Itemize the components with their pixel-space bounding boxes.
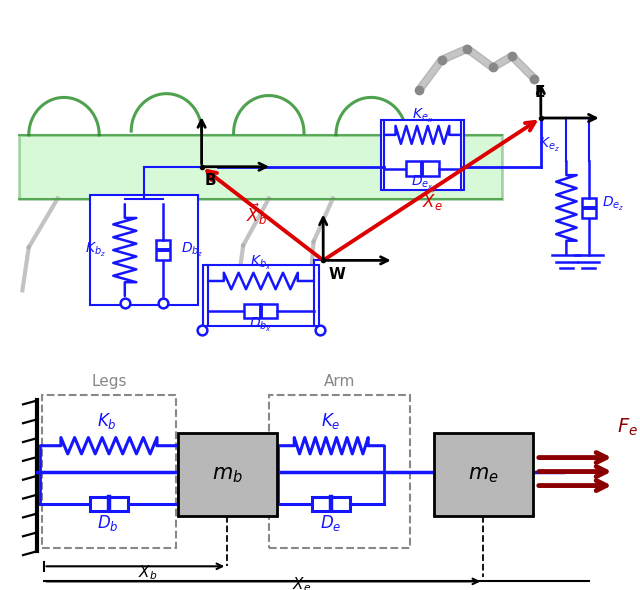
- Bar: [42, 395, 176, 548]
- Text: E: E: [534, 86, 545, 100]
- Text: $K_b$: $K_b$: [97, 411, 117, 431]
- Text: $K_e$: $K_e$: [321, 411, 341, 431]
- Bar: [177, 433, 276, 516]
- Text: $D_{b_z}$: $D_{b_z}$: [181, 241, 204, 259]
- Bar: [244, 304, 277, 318]
- Bar: [90, 497, 128, 511]
- Bar: [381, 120, 464, 191]
- Text: $m_e$: $m_e$: [468, 465, 499, 484]
- Text: $D_b$: $D_b$: [97, 513, 118, 533]
- Text: $K_{b_x}$: $K_{b_x}$: [250, 254, 271, 272]
- Bar: [434, 433, 533, 516]
- Text: $F_e$: $F_e$: [617, 417, 637, 438]
- Text: Legs: Legs: [91, 373, 127, 389]
- Text: Arm: Arm: [323, 373, 355, 389]
- Text: $D_e$: $D_e$: [321, 513, 342, 533]
- Text: $m_b$: $m_b$: [212, 465, 243, 484]
- Text: $K_{e_x}$: $K_{e_x}$: [412, 107, 433, 125]
- Bar: [406, 161, 439, 176]
- Bar: [90, 195, 198, 306]
- Bar: [156, 240, 170, 260]
- Text: $K_{b_z}$: $K_{b_z}$: [84, 241, 106, 259]
- Text: $D_{e_z}$: $D_{e_z}$: [602, 195, 624, 213]
- Bar: [203, 266, 319, 326]
- Text: W: W: [328, 267, 345, 282]
- Bar: [269, 395, 410, 548]
- Text: $D_{b_x}$: $D_{b_x}$: [250, 316, 272, 334]
- Bar: [582, 198, 596, 218]
- Text: $\vec{X}_b$: $\vec{X}_b$: [246, 201, 268, 227]
- Text: $\vec{X}_e$: $\vec{X}_e$: [422, 188, 444, 213]
- Text: $K_{e_z}$: $K_{e_z}$: [540, 136, 560, 155]
- Text: $X_b$: $X_b$: [138, 563, 158, 582]
- Bar: [19, 135, 502, 199]
- Text: $D_{e_x}$: $D_{e_x}$: [411, 174, 434, 192]
- Text: $X_e$: $X_e$: [292, 576, 311, 590]
- Bar: [312, 497, 350, 511]
- Text: B: B: [205, 173, 216, 188]
